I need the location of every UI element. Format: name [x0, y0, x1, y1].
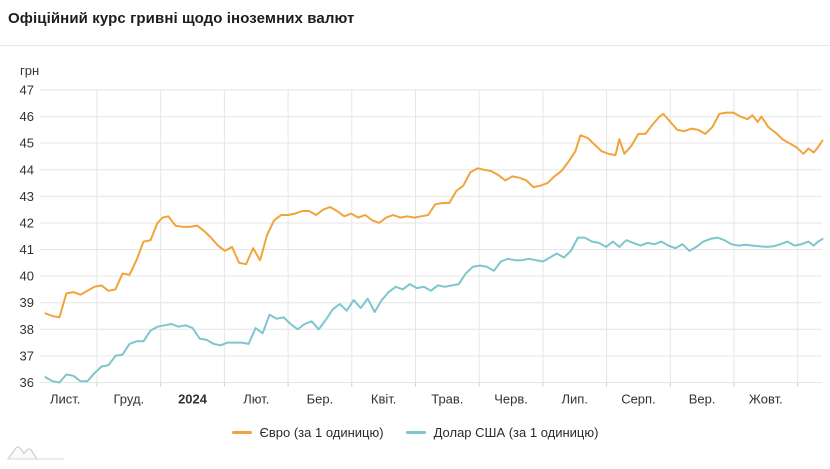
legend-item-usd[interactable]: Долар США (за 1 одиницю)	[405, 424, 599, 440]
y-axis-label: 37	[20, 348, 34, 363]
x-axis-label: Квіт.	[371, 391, 397, 406]
euro-series-line[interactable]	[44, 111, 824, 319]
y-axis-label: 47	[20, 83, 34, 98]
y-axis-label: 43	[20, 189, 34, 204]
x-axis-label: Трав.	[431, 391, 463, 406]
x-axis-label: 2024	[178, 391, 208, 406]
y-axis-unit-label: грн	[20, 63, 40, 78]
usd-series-line[interactable]	[44, 236, 824, 384]
euro-legend-marker-icon	[231, 430, 252, 434]
x-axis-label: Груд.	[114, 391, 145, 406]
x-axis-label: Бер.	[307, 391, 334, 406]
title-divider	[0, 45, 830, 46]
y-axis-label: 36	[20, 375, 34, 390]
y-axis-label: 39	[20, 295, 34, 310]
euro-legend-label: Євро (за 1 одиницю)	[259, 424, 384, 440]
x-axis-label: Лип.	[562, 391, 588, 406]
y-axis-label: 38	[20, 322, 34, 337]
y-axis-label: 46	[20, 109, 34, 124]
x-axis-label: Серп.	[621, 391, 656, 406]
x-axis-label: Черв.	[494, 391, 528, 406]
y-axis-label: 41	[20, 242, 34, 257]
x-axis-label: Вер.	[689, 391, 716, 406]
usd-legend-label: Долар США (за 1 одиницю)	[433, 424, 599, 440]
x-axis-label: Жовт.	[749, 391, 783, 406]
exchange-rate-line-chart[interactable]: 47 46 45 44 43 42 41 40 39 38 37 36 Лист. Груд. 2024 Лю…	[0, 55, 830, 415]
chart-title: Офіційний курс гривні щодо іноземних вал…	[8, 10, 355, 27]
y-axis-label: 42	[20, 215, 34, 230]
watermark-logo	[7, 446, 64, 460]
chart-legend: Євро (за 1 одиницю) Долар США (за 1 один…	[0, 420, 830, 444]
usd-legend-marker-icon	[405, 430, 426, 434]
y-axis-label: 45	[20, 136, 34, 151]
x-axis-label: Лют.	[243, 391, 269, 406]
y-axis-label: 44	[20, 162, 34, 177]
legend-item-euro[interactable]: Євро (за 1 одиницю)	[231, 424, 384, 440]
y-axis-label: 40	[20, 269, 34, 284]
x-axis-label: Лист.	[50, 391, 80, 406]
